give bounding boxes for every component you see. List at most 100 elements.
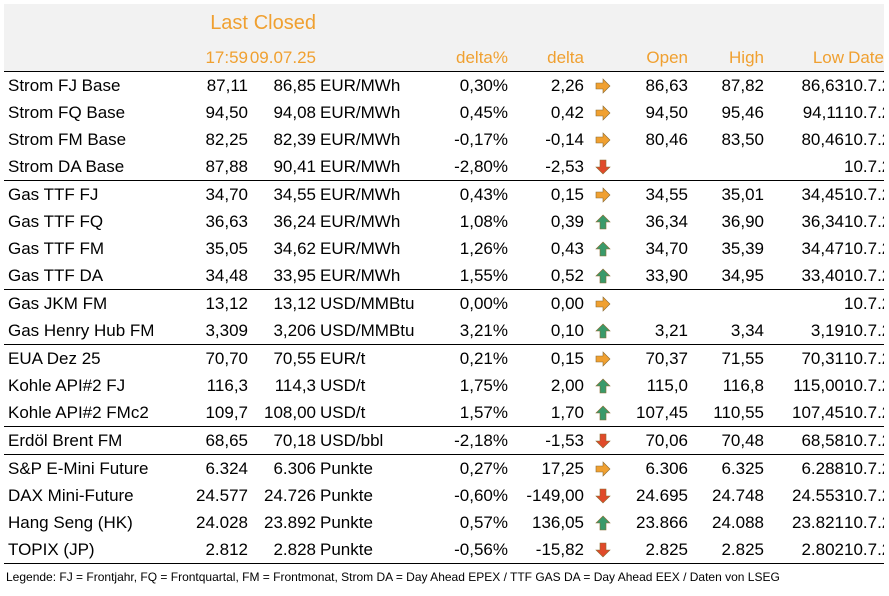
open-value: 36,34 bbox=[645, 211, 688, 231]
arrow-up-icon bbox=[595, 214, 611, 230]
table-row: Gas TTF FJ 34,70 34,55 EUR/MWh 0,43% 0,15 34,5… bbox=[4, 180, 884, 208]
header-closed: Closed bbox=[248, 4, 316, 36]
high-value: 24.088 bbox=[712, 512, 764, 532]
price-table: Last Closed 17:59 09.07.25 delta% delta … bbox=[4, 4, 884, 564]
closed-value: 108,00 bbox=[264, 402, 316, 422]
delta-value: -0,14 bbox=[545, 129, 584, 149]
last-value: 2.812 bbox=[184, 536, 248, 564]
instrument-name: Gas JKM FM bbox=[4, 289, 184, 317]
instrument-name: Strom DA Base bbox=[8, 156, 125, 176]
high-value: 116,8 bbox=[722, 375, 764, 395]
date-value: 10.7.25 bbox=[844, 402, 884, 422]
instrument-name: S&P E-Mini Future bbox=[4, 454, 184, 482]
delta-value: 0,00 bbox=[508, 289, 584, 317]
delta-pct: 1,75% bbox=[459, 375, 508, 395]
arrow-up-icon bbox=[595, 268, 611, 284]
open-value: 3,21 bbox=[654, 320, 688, 340]
delta-pct: -2,18% bbox=[420, 426, 508, 455]
unit: EUR/MWh bbox=[320, 102, 401, 122]
delta-pct: 0,21% bbox=[420, 344, 508, 372]
table-row: Gas TTF FM 35,05 34,62 EUR/MWh 1,26% 0,43 34,7… bbox=[4, 235, 884, 262]
closed-value: 3,206 bbox=[273, 320, 316, 340]
open-value: 23.866 bbox=[636, 512, 688, 532]
delta-pct: 0,45% bbox=[459, 102, 508, 122]
instrument-name: Kohle API#2 FJ bbox=[8, 375, 126, 395]
high-value: 87,82 bbox=[688, 71, 764, 99]
high-value: 3,34 bbox=[730, 320, 764, 340]
arrow-right-icon bbox=[595, 461, 611, 477]
delta-pct: 1,55% bbox=[459, 265, 508, 285]
closed-value: 24.726 bbox=[264, 485, 316, 505]
high-value: 34,95 bbox=[721, 265, 764, 285]
low-value: 68,58 bbox=[764, 426, 844, 455]
high-value: 24.748 bbox=[712, 485, 764, 505]
low-value: 2.802 bbox=[764, 536, 844, 564]
unit: USD/t bbox=[320, 375, 366, 395]
last-value: 34,70 bbox=[184, 180, 248, 208]
table-row: Gas TTF FQ 36,63 36,24 EUR/MWh 1,08% 0,39 36,3… bbox=[4, 208, 884, 235]
unit: USD/bbl bbox=[316, 426, 420, 455]
open-value: 2.825 bbox=[622, 536, 688, 564]
arrow-right-icon bbox=[595, 105, 611, 121]
instrument-name: Erdöl Brent FM bbox=[4, 426, 184, 455]
unit: EUR/MWh bbox=[320, 238, 401, 258]
low-value: 80,46 bbox=[801, 129, 844, 149]
last-value: 13,12 bbox=[184, 289, 248, 317]
high-value: 35,39 bbox=[721, 238, 764, 258]
low-value: 107,45 bbox=[792, 402, 844, 422]
table-row: Gas JKM FM 13,12 13,12 USD/MMBtu 0,00% 0,00 10… bbox=[4, 289, 884, 317]
open-value bbox=[622, 289, 688, 317]
last-value: 94,50 bbox=[205, 102, 248, 122]
high-value: 2.825 bbox=[688, 536, 764, 564]
date-value: 10.7.25 bbox=[844, 485, 884, 505]
unit: Punkte bbox=[320, 512, 373, 532]
table-row: Strom FQ Base 94,50 94,08 EUR/MWh 0,45% 0,42 9… bbox=[4, 99, 884, 126]
last-value: 68,65 bbox=[184, 426, 248, 455]
low-value bbox=[764, 153, 844, 181]
last-value: 24.028 bbox=[196, 512, 248, 532]
trend-arrow-cell bbox=[584, 344, 622, 372]
last-value: 70,70 bbox=[184, 344, 248, 372]
unit: Punkte bbox=[316, 536, 420, 564]
date-value: 10.7.25 bbox=[844, 102, 884, 122]
instrument-name: Gas TTF DA bbox=[8, 265, 104, 285]
delta-value: 136,05 bbox=[532, 512, 584, 532]
date-value: 10.7.25 bbox=[844, 129, 884, 149]
closed-value: 94,08 bbox=[273, 102, 316, 122]
open-value: 115,0 bbox=[646, 375, 688, 395]
header-row-1: Last Closed bbox=[4, 4, 884, 36]
open-value bbox=[622, 153, 688, 181]
closed-value: 34,62 bbox=[273, 238, 316, 258]
open-value: 24.695 bbox=[636, 485, 688, 505]
delta-value: 17,25 bbox=[508, 454, 584, 482]
high-value: 36,90 bbox=[721, 211, 764, 231]
open-value: 34,70 bbox=[645, 238, 688, 258]
delta-pct: 0,57% bbox=[459, 512, 508, 532]
low-value: 115,00 bbox=[793, 375, 844, 395]
arrow-down-icon bbox=[595, 159, 611, 175]
delta-value: -1,53 bbox=[508, 426, 584, 455]
date-value: 10.7.25 bbox=[844, 289, 884, 317]
delta-value: 1,70 bbox=[550, 402, 584, 422]
header-low: Low bbox=[764, 36, 844, 72]
delta-value: 0,15 bbox=[508, 180, 584, 208]
last-value: 82,25 bbox=[205, 129, 248, 149]
trend-arrow-cell bbox=[584, 399, 622, 427]
last-value: 35,05 bbox=[205, 238, 248, 258]
delta-pct: -0,60% bbox=[454, 485, 508, 505]
date-value: 10.7.25 bbox=[844, 238, 884, 258]
table-row: Kohle API#2 FJ 116,3 114,3 USD/t 1,75% 2,00 11… bbox=[4, 372, 884, 399]
unit: EUR/MWh bbox=[320, 156, 401, 176]
closed-value: 90,41 bbox=[273, 156, 316, 176]
trend-arrow-cell bbox=[584, 235, 622, 262]
instrument-name: Hang Seng (HK) bbox=[8, 512, 133, 532]
instrument-name: Strom FM Base bbox=[8, 129, 127, 149]
unit: EUR/MWh bbox=[320, 265, 401, 285]
header-last: Last bbox=[184, 4, 248, 36]
low-value: 34,47 bbox=[801, 238, 844, 258]
trend-arrow-cell bbox=[584, 262, 622, 290]
header-high: High bbox=[688, 36, 764, 72]
instrument-name: TOPIX (JP) bbox=[4, 536, 184, 564]
arrow-up-icon bbox=[595, 378, 611, 394]
